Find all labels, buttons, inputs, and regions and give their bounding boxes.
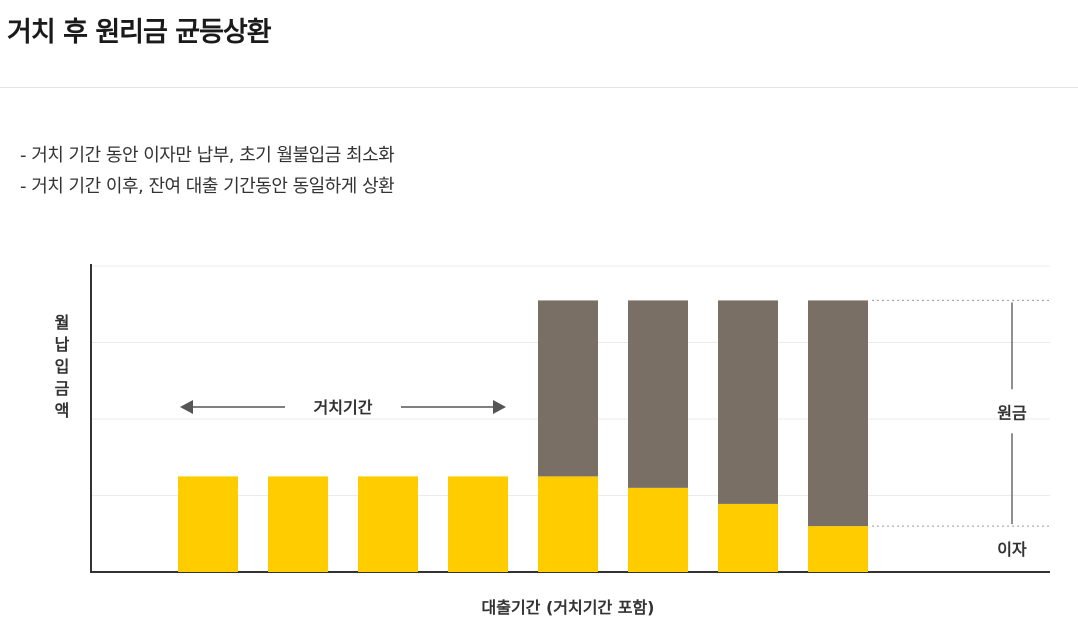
interest-bar	[628, 487, 688, 572]
principal-label: 원금	[997, 403, 1027, 422]
interest-bar	[268, 476, 328, 572]
description-list: - 거치 기간 동안 이자만 납부, 초기 월불입금 최소화 - 거치 기간 이…	[20, 140, 395, 202]
description-item: - 거치 기간 동안 이자만 납부, 초기 월불입금 최소화	[20, 145, 395, 166]
x-axis-label: 대출기간 (거치기간 포함)	[482, 598, 655, 617]
title-divider	[0, 87, 1078, 88]
arrow-right-icon	[493, 400, 506, 414]
interest-bar	[448, 476, 508, 572]
principal-bar	[628, 300, 688, 488]
interest-bar	[718, 503, 778, 572]
interest-label: 이자	[997, 540, 1027, 559]
page-title: 거치 후 원리금 균등상환	[7, 17, 272, 48]
interest-bar	[538, 476, 598, 572]
arrow-left-icon	[180, 400, 193, 414]
principal-bar	[718, 300, 778, 504]
description-item: - 거치 기간 이후, 잔여 대출 기간동안 동일하게 상환	[20, 176, 395, 197]
interest-bar	[358, 476, 418, 572]
grace-period-label: 거치기간	[314, 398, 373, 417]
principal-bar	[538, 300, 598, 477]
interest-bar	[178, 476, 238, 572]
interest-bar	[808, 526, 868, 572]
principal-bar	[808, 300, 868, 527]
